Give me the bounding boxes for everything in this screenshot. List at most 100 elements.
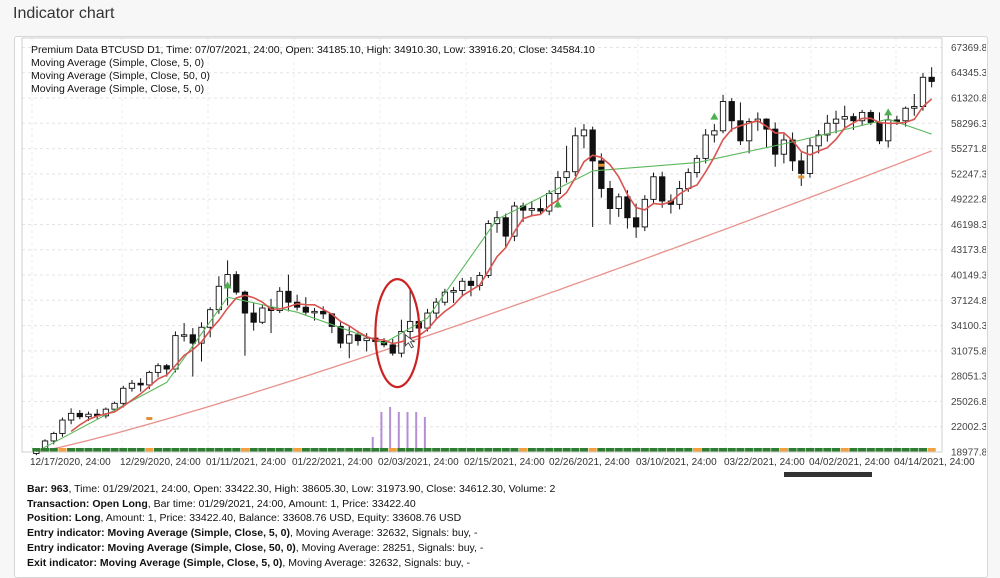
legend-line: Moving Average (Simple, Close, 5, 0) [31, 83, 204, 95]
signal-marker [579, 448, 589, 452]
signal-marker [632, 448, 641, 452]
signal-marker [240, 448, 250, 452]
signal-marker [266, 448, 276, 452]
x-tick-label: 01/11/2021, 24:00 [206, 457, 286, 468]
candle-bull [180, 334, 188, 337]
candle-bull [815, 134, 822, 147]
signal-marker [275, 448, 284, 452]
y-tick-label: 18977.80 [951, 448, 986, 459]
candle-bear [598, 160, 605, 189]
legend-line: Moving Average (Simple, Close, 50, 0) [31, 70, 210, 82]
legend-line: Moving Average (Simple, Close, 5, 0) [31, 57, 204, 69]
candle-bull [198, 326, 205, 344]
y-tick-label: 67369.80 [951, 43, 986, 54]
signal-marker [162, 448, 171, 452]
y-tick-label: 25026.80 [951, 397, 986, 408]
x-tick-label: 02/26/2021, 24:00 [549, 457, 630, 468]
signal-marker [814, 448, 823, 452]
candle-bull [841, 116, 848, 120]
candle-bear [302, 306, 309, 313]
candle-bull [806, 145, 814, 174]
signal-marker [892, 448, 901, 452]
signal-marker [658, 448, 667, 452]
signal-marker [32, 448, 41, 452]
bar-info-panel: Bar: 963, Time: 01/29/2021, 24:00, Open:… [27, 482, 555, 570]
candle-bear [76, 412, 83, 418]
candle-bull [824, 122, 831, 136]
signal-marker [345, 448, 354, 452]
chart-scrollbar [784, 472, 872, 477]
candle-bear [798, 160, 805, 174]
candle-bull [111, 402, 118, 410]
signal-marker [414, 448, 423, 452]
signal-marker [553, 448, 562, 452]
signal-marker [701, 448, 710, 452]
signal-marker [875, 448, 884, 452]
candle-bull [459, 280, 466, 291]
signal-marker [666, 448, 675, 452]
signal-marker [223, 448, 232, 452]
candle-bull [902, 107, 909, 122]
y-tick-label: 64345.30 [951, 68, 986, 79]
signal-marker [93, 448, 102, 452]
candle-bull [745, 121, 753, 142]
signal-marker [918, 448, 928, 452]
candle-bull [128, 382, 136, 389]
signal-marker [779, 448, 788, 452]
candle-bull [719, 101, 727, 132]
candle-bear [233, 274, 240, 293]
signal-marker [519, 448, 528, 452]
signal-marker [649, 448, 658, 452]
signal-marker [684, 448, 693, 452]
signal-marker [40, 448, 50, 452]
candle-bull [572, 135, 579, 173]
signal-marker [397, 448, 406, 452]
candle-bull [172, 335, 179, 370]
signal-marker [901, 448, 910, 452]
candlestick-chart[interactable]: 67369.80 64345.30 61320.80 58296.30 55271.80… [14, 36, 986, 482]
signal-marker [101, 448, 110, 452]
x-tick-label: 03/22/2021, 24:00 [724, 457, 805, 468]
candle-bull [67, 412, 75, 421]
candle-bull [615, 196, 622, 209]
buy-arrow-marker [223, 281, 232, 289]
candle-bull [919, 76, 927, 108]
signal-marker [310, 448, 319, 452]
signal-marker [67, 448, 76, 452]
buy-arrow-marker [710, 112, 719, 120]
candles-layer [33, 67, 935, 456]
signal-marker [605, 448, 615, 452]
candle-bull [50, 432, 57, 442]
info-entry-1: Entry indicator: Moving Average (Simple,… [27, 527, 478, 540]
ma5-line [70, 98, 933, 433]
x-tick-label: 03/10/2021, 24:00 [636, 457, 717, 468]
page-title: Indicator chart [13, 5, 115, 22]
candle-bear [659, 176, 666, 202]
candle-bull [580, 129, 588, 137]
signal-marker [214, 448, 223, 452]
signal-marker [75, 448, 84, 452]
signal-marker [927, 448, 936, 452]
info-position: Position: Long, Amount: 1, Price: 33422.… [27, 512, 462, 525]
buy-arrow-marker [553, 200, 562, 208]
y-tick-label: 58296.30 [951, 119, 986, 130]
signal-marker [797, 448, 806, 452]
signal-marker [840, 448, 849, 452]
signal-marker [58, 448, 67, 452]
sell-marker [798, 175, 805, 179]
candle-bear [189, 334, 196, 344]
candle-bull [641, 198, 648, 228]
signal-marker [249, 448, 258, 452]
x-tick-label: 04/02/2021, 24:00 [809, 457, 890, 468]
candle-bull [485, 223, 492, 276]
signal-marker [206, 448, 215, 452]
signal-marker [588, 448, 597, 452]
signal-marker [753, 448, 762, 452]
legend: Premium Data BTCUSD D1, Time: 07/07/2021… [31, 44, 595, 95]
signal-marker [640, 448, 649, 452]
candle-bull [276, 290, 283, 311]
y-axis: 67369.80 64345.30 61320.80 58296.30 55271.80… [951, 43, 986, 459]
signal-marker [406, 448, 415, 452]
y-tick-label: 43173.80 [951, 245, 986, 256]
signal-marker [432, 448, 441, 452]
